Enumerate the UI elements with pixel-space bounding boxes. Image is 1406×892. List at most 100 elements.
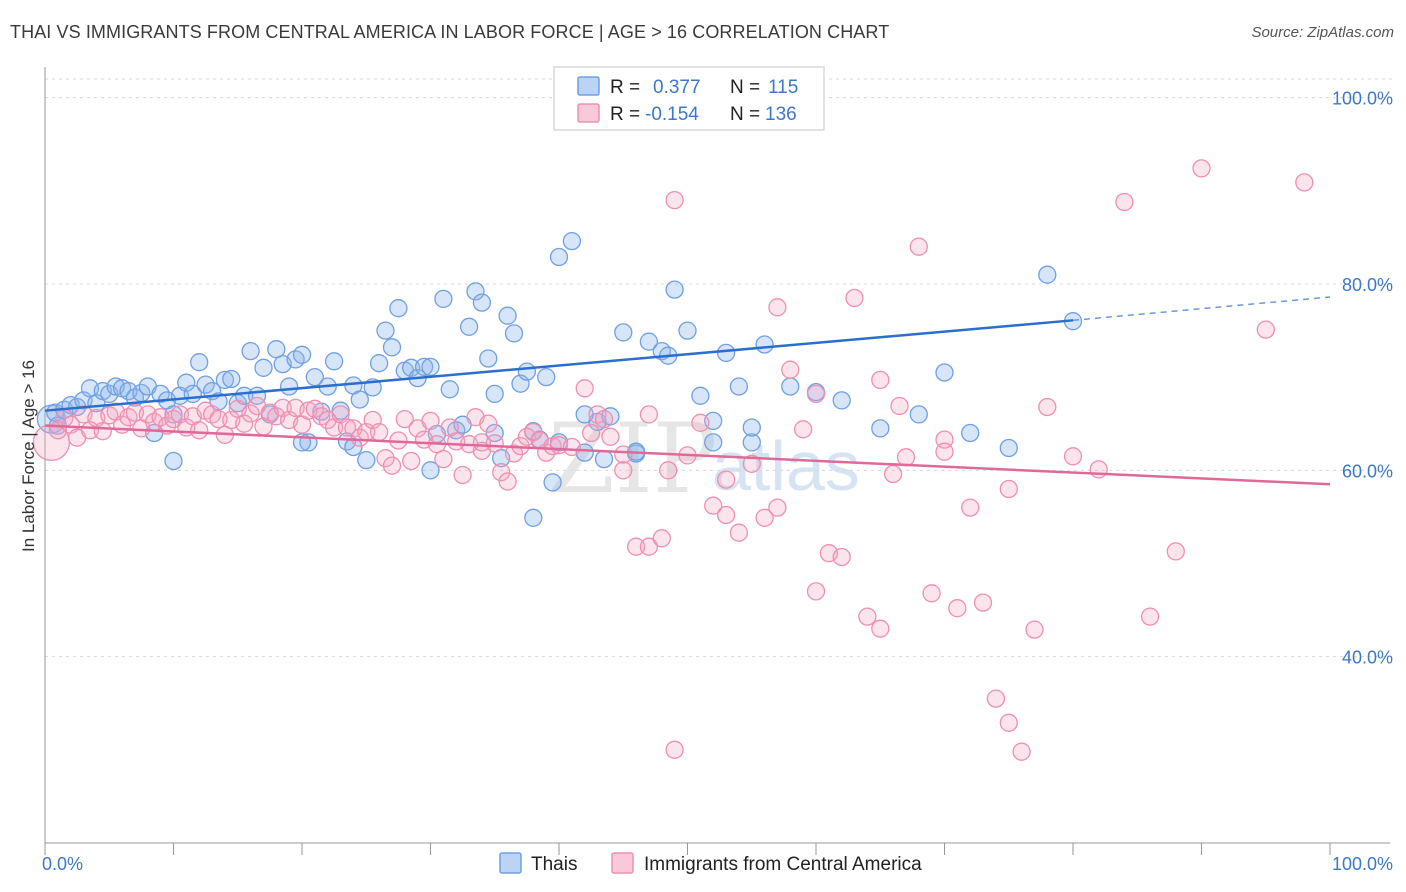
point-central-america [626, 537, 646, 556]
point-central-america [652, 529, 671, 548]
point-central-america [453, 465, 472, 485]
point-central-america [961, 498, 980, 517]
point-thais [241, 341, 260, 361]
point-central-america [434, 449, 453, 469]
trend-line-central-america [44, 424, 1331, 486]
point-thais [414, 357, 434, 377]
point-central-america [755, 508, 774, 527]
point-thais [222, 369, 241, 389]
point-thais [543, 473, 562, 492]
point-central-america [93, 422, 112, 441]
point-central-america [973, 593, 993, 612]
point-thais [665, 280, 684, 299]
point-thais [678, 321, 697, 340]
legend-r-value: -0.154 [645, 104, 699, 125]
point-central-america [382, 456, 402, 475]
point-central-america [421, 411, 440, 431]
legend-n-value: 115 [768, 77, 798, 98]
point-central-america [716, 505, 736, 525]
point-thais [350, 390, 369, 409]
point-central-america [369, 422, 389, 442]
point-central-america [793, 420, 813, 439]
point-central-america [1012, 742, 1031, 761]
point-central-america [402, 451, 421, 471]
trend-line-thais-extension [1072, 296, 1331, 322]
point-central-america [543, 436, 562, 456]
point-thais [292, 345, 312, 364]
point-thais [151, 384, 170, 404]
legend-box: R = 0.377 N = 115 R = -0.154 N = 136 [553, 66, 825, 131]
point-thais [357, 450, 376, 470]
point-central-america [614, 461, 633, 480]
point-central-america [562, 437, 582, 457]
gridlines [45, 78, 1393, 658]
trend-line-thais [44, 319, 1074, 412]
point-thais [517, 362, 537, 381]
point-thais [562, 231, 582, 251]
point-central-america [1063, 447, 1083, 466]
point-thais [324, 352, 344, 371]
point-central-america [601, 427, 620, 446]
point-thais [421, 461, 440, 480]
legend-r-label: R = [610, 104, 640, 125]
point-central-america [492, 463, 511, 482]
point-central-america [691, 413, 710, 432]
point-central-america [948, 599, 967, 618]
point-thais [369, 354, 389, 373]
bottom-legend-thais: Thais [531, 854, 577, 875]
chart-title: THAI VS IMMIGRANTS FROM CENTRAL AMERICA … [10, 22, 890, 42]
point-central-america [1115, 192, 1134, 212]
legend-r-value: 0.377 [653, 77, 701, 98]
point-thais [382, 338, 402, 357]
point-central-america [614, 445, 633, 464]
point-thais [215, 370, 235, 390]
point-thais [549, 247, 569, 267]
point-thais [504, 324, 524, 343]
point-central-america [209, 409, 228, 429]
point-central-america [716, 470, 736, 489]
point-thais [254, 358, 273, 377]
point-central-america [594, 409, 614, 429]
point-central-america [190, 421, 209, 440]
y-tick-label: 60.0% [1342, 461, 1393, 481]
point-thais [704, 433, 723, 452]
point-central-america [337, 418, 357, 437]
trend-lines [44, 296, 1331, 486]
point-central-america [1192, 159, 1211, 178]
point-thais [999, 438, 1018, 458]
point-central-america [659, 461, 678, 480]
point-thais [402, 358, 421, 377]
legend-swatch-central-america [577, 103, 600, 123]
y-tick-label: 100.0% [1332, 89, 1393, 109]
point-thais [1038, 265, 1057, 284]
series-thais [36, 231, 1083, 527]
point-thais [781, 377, 800, 396]
bottom-legend-swatch-thais [499, 852, 522, 874]
legend-swatch-thais [577, 76, 600, 96]
point-thais [755, 335, 774, 354]
point-thais [524, 508, 543, 527]
point-thais [498, 306, 517, 325]
point-thais [472, 293, 492, 312]
bottom-legend-central-america: Immigrants from Central America [644, 854, 922, 875]
point-central-america [781, 360, 800, 379]
point-central-america [806, 582, 826, 601]
x-tick-label-max: 100.0% [1332, 854, 1393, 874]
point-central-america [504, 444, 524, 463]
point-central-america [305, 399, 324, 418]
legend-n-label: N = [730, 77, 760, 98]
legend-n-label: N = [730, 104, 760, 125]
point-thais [196, 375, 215, 394]
point-thais [639, 332, 659, 351]
point-thais [376, 321, 395, 340]
point-central-america [1140, 607, 1160, 626]
point-thais [871, 419, 890, 438]
point-central-america [1166, 542, 1185, 561]
point-thais [742, 433, 761, 452]
point-central-america [768, 298, 787, 317]
point-thais [485, 423, 504, 443]
point-thais [614, 323, 633, 342]
point-central-america [376, 449, 395, 468]
point-central-america [999, 479, 1018, 499]
